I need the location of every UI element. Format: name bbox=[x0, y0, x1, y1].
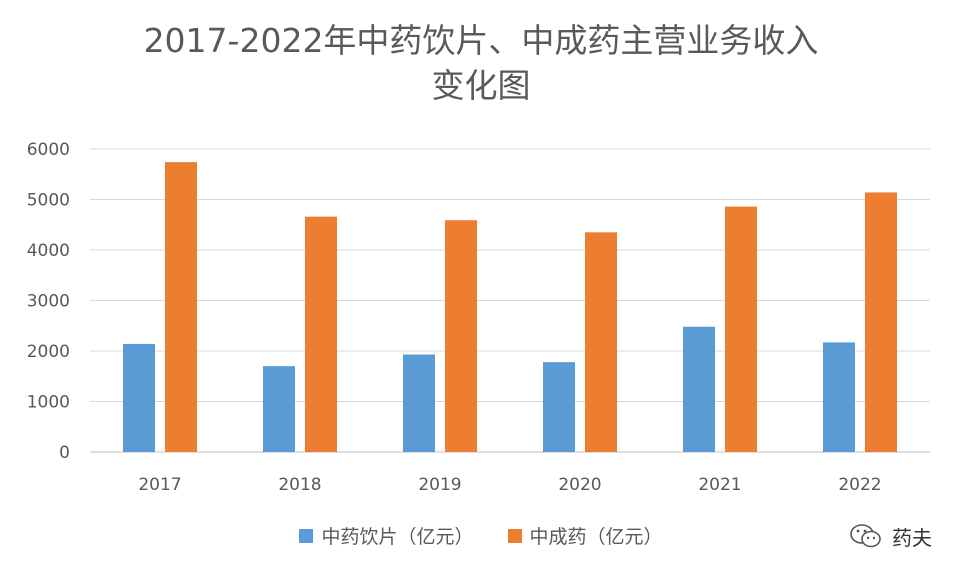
x-tick-label: 2019 bbox=[418, 475, 461, 495]
bar-2-2021 bbox=[725, 206, 757, 452]
y-tick-label: 3000 bbox=[27, 292, 70, 312]
watermark: 药夫 bbox=[848, 521, 932, 551]
bar-1-2021 bbox=[683, 326, 715, 452]
bar-1-2017 bbox=[123, 343, 155, 452]
legend-swatch-series-2 bbox=[507, 528, 522, 543]
bar-1-2022 bbox=[823, 342, 855, 452]
y-tick-label: 5000 bbox=[27, 191, 70, 211]
y-tick-label: 2000 bbox=[27, 342, 70, 362]
watermark-text: 药夫 bbox=[892, 525, 932, 550]
bar-2-2018 bbox=[305, 216, 337, 452]
legend-swatch-series-1 bbox=[299, 528, 314, 543]
chart-title-line-1: 2017-2022年中药饮片、中成药主营业务收入 bbox=[143, 21, 819, 60]
x-tick-label: 2020 bbox=[558, 475, 601, 495]
y-tick-label: 0 bbox=[59, 443, 70, 463]
x-tick-label: 2021 bbox=[698, 475, 741, 495]
bar-2-2020 bbox=[585, 232, 617, 452]
y-tick-label: 6000 bbox=[27, 140, 70, 160]
wechat-icon bbox=[850, 524, 881, 548]
y-tick-label: 1000 bbox=[27, 393, 70, 413]
legend-item-series-2: 中成药（亿元） bbox=[507, 522, 663, 549]
bar-2-2019 bbox=[445, 220, 477, 452]
chart-title-line-2: 变化图 bbox=[431, 66, 531, 105]
y-tick-label: 4000 bbox=[27, 241, 70, 261]
x-tick-label: 2022 bbox=[838, 475, 881, 495]
bar-2-2017 bbox=[165, 162, 197, 452]
legend-label-series-1: 中药饮片（亿元） bbox=[321, 526, 474, 548]
bar-1-2020 bbox=[543, 362, 575, 452]
bar-1-2018 bbox=[263, 366, 295, 452]
chart-title: 2017-2022年中药饮片、中成药主营业务收入 变化图 bbox=[0, 18, 962, 108]
x-tick-label: 2018 bbox=[278, 475, 321, 495]
bar-2-2022 bbox=[865, 192, 897, 452]
legend: 中药饮片（亿元） 中成药（亿元） bbox=[0, 522, 962, 549]
bar-1-2019 bbox=[403, 354, 435, 452]
x-tick-label: 2017 bbox=[138, 475, 181, 495]
legend-item-series-1: 中药饮片（亿元） bbox=[299, 522, 474, 549]
legend-label-series-2: 中成药（亿元） bbox=[529, 526, 663, 548]
